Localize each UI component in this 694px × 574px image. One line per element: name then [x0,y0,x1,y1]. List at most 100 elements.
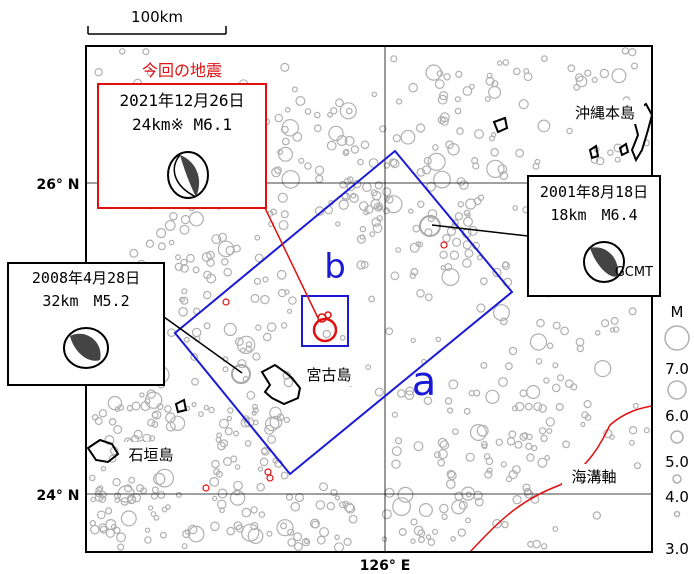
background-event-circle [294,492,305,503]
background-event-circle [500,461,507,468]
trench-label-bg [562,464,626,488]
background-event-circle [446,226,456,236]
background-event-circle [360,260,369,269]
background-event-circle [208,406,215,414]
background-event-circle [114,406,121,413]
background-event-circle [583,400,592,409]
background-event-circle [512,495,522,505]
current-event-markers [202,241,448,492]
current-quake-date: 2021年12月26日 [119,91,244,110]
background-event-circle [348,514,358,524]
background-event-circle [449,250,460,260]
background-event-circle [315,500,326,510]
background-event-circle [97,485,104,492]
background-event-circle [269,406,282,420]
background-event-circle [226,415,232,422]
background-event-circle [410,518,418,526]
background-event-circle [447,407,454,414]
background-event-circle [524,402,533,411]
background-event-circle [213,468,221,476]
background-event-circle [327,111,333,118]
background-event-circle [416,167,426,177]
background-event-circle [342,149,350,157]
legend-circle-3 [673,510,681,518]
background-event-circle [439,112,450,123]
small-islet-4 [174,398,188,414]
background-event-circle [465,517,472,524]
background-event-circle [339,334,346,341]
background-event-circle [421,165,432,175]
background-event-circle [169,415,186,431]
background-event-circle [392,497,412,517]
background-event-circle [405,386,415,396]
background-event-circle [441,268,460,287]
background-event-circle [599,68,610,79]
event-2008-date: 2008年4月28日 [32,269,140,287]
background-event-circle [304,538,310,545]
background-event-circle [413,441,424,452]
background-event-circle [260,294,270,305]
background-event-circle [252,403,259,410]
legend-circle-7 [664,325,690,351]
background-event-circle [465,491,472,498]
background-event-circle [486,467,493,474]
background-event-circle [476,254,483,261]
background-event-circle [89,474,96,482]
background-event-circle [508,470,518,480]
background-event-circle [192,266,200,274]
background-event-circle [165,412,176,423]
background-event-circle [506,437,516,446]
background-event-circle [474,129,484,139]
background-event-circle [473,389,481,397]
background-event-circle [439,250,448,259]
background-event-circle [515,401,525,412]
background-event-circle [432,528,439,535]
background-event-circle [146,389,156,399]
background-event-circle [392,134,401,143]
background-event-circle [379,125,387,133]
background-event-circle [339,102,357,120]
background-event-circle [365,364,372,371]
background-event-circle [344,502,355,513]
background-event-circle [131,401,141,411]
background-event-circle [326,140,337,151]
background-event-circle [425,534,432,540]
background-event-circle [288,296,297,305]
background-event-circle [508,346,518,356]
background-event-circle [628,439,635,446]
background-event-circle [541,543,548,550]
background-event-circle [245,345,252,352]
background-event-circle [259,457,269,467]
background-event-circle [126,404,134,412]
background-event-circle [613,326,620,333]
background-event-circle [206,258,215,267]
islands [86,102,654,464]
background-event-circle [147,505,154,511]
background-event-circle [178,306,188,317]
background-event-circle [575,75,588,88]
background-event-circle [373,202,384,212]
background-event-circle [628,307,637,316]
background-event-circle [526,453,535,462]
background-event-circle [350,145,360,154]
region-b-label: b [324,247,346,287]
background-event-circle [144,398,151,405]
background-event-circle [611,68,627,84]
background-event-circle [457,201,464,208]
background-event-circle [117,543,125,551]
background-event-circle [533,402,543,412]
background-event-circle [179,296,185,303]
background-event-circle [293,542,303,552]
background-event-circle [257,466,264,472]
background-event-circle [254,253,264,263]
background-event-circle [281,125,289,134]
legend-label-7: 7.0 [665,360,689,378]
background-event-circle [447,470,457,481]
background-event-circle [505,475,513,483]
background-event-circle [280,471,289,480]
background-event-circle [258,511,266,518]
background-event-circle [433,451,441,459]
background-event-circle [410,337,416,344]
background-event-circle [538,427,547,435]
background-event-circle [244,417,255,428]
